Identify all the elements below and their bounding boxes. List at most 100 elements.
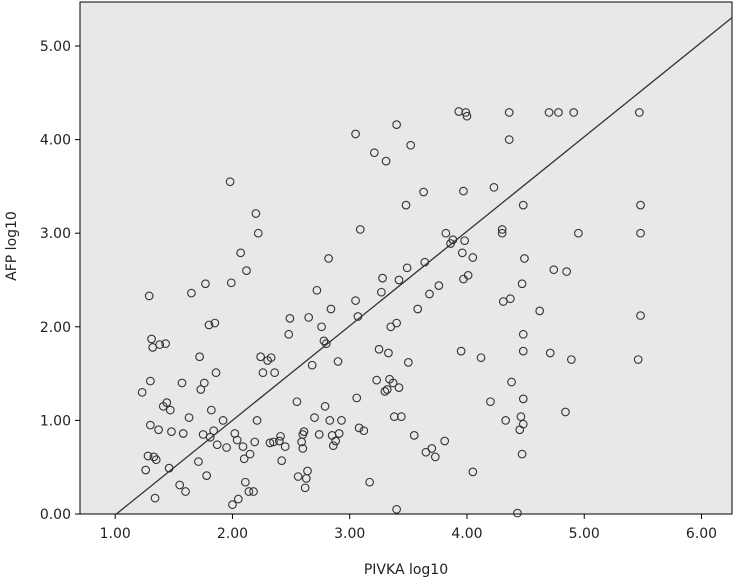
data-point [143,451,153,461]
x-tick-label: 2.00 [217,526,248,542]
data-point [212,440,222,450]
data-point [310,413,319,422]
data-point [196,385,206,394]
data-point [413,304,423,314]
data-point [365,477,374,487]
data-point [486,397,495,407]
data-point [507,377,516,387]
data-point [292,397,302,407]
data-point [434,281,444,290]
fit-line [115,17,733,515]
data-point [162,398,172,407]
data-point [351,129,360,139]
data-point [233,494,243,504]
data-point [204,320,214,330]
data-point [544,108,554,117]
data-point [284,329,294,339]
data-point [394,383,404,392]
data-point [146,376,155,386]
data-point [419,187,428,197]
data-point [549,265,559,275]
plot-area [79,1,733,515]
data-point [636,200,645,210]
data-point [506,294,515,304]
data-point [463,270,473,280]
data-point [178,429,188,438]
data-point [304,313,314,322]
data-point [277,456,287,465]
data-point [150,493,160,503]
data-point [354,423,364,433]
data-point [337,416,346,425]
data-point [206,405,216,415]
data-point [517,279,527,289]
data-point [202,471,211,480]
data-point [320,402,330,411]
data-point [321,339,331,348]
data-point [518,419,528,429]
data-point [501,416,511,425]
data-point [489,182,499,192]
data-point [251,209,261,218]
data-point [218,416,228,425]
data-point [513,508,522,518]
data-point [270,368,280,378]
y-tick-label: 1.00 [40,413,71,429]
data-point [154,425,163,435]
data-point [181,487,190,496]
data-point [460,236,469,246]
data-point [392,504,401,514]
data-point [324,254,333,263]
data-point [161,339,170,348]
data-point [517,449,527,459]
data-point [314,430,324,439]
data-point [334,429,344,438]
data-point [300,483,310,493]
data-point [303,466,312,476]
data-point [245,449,255,459]
data-point [459,186,468,196]
data-point [388,378,398,388]
data-point [372,375,382,385]
data-point [535,306,545,316]
data-point [146,420,155,430]
y-tick-label: 0.00 [40,507,71,523]
data-point [269,437,278,447]
data-point [427,444,437,453]
data-point [468,467,478,477]
data-point [389,412,399,422]
x-tick-label: 4.00 [451,526,482,542]
x-tick-label: 6.00 [686,526,717,542]
data-point [199,378,209,388]
data-point [333,357,343,366]
data-point [392,120,401,129]
data-point [574,228,583,238]
data-point [222,443,231,452]
data-point [352,393,362,403]
data-point [293,472,303,481]
data-point [249,487,258,496]
data-point [441,228,451,238]
data-point [476,353,486,363]
data-point [317,322,326,332]
data-point [265,438,275,448]
y-tick-label: 3.00 [40,226,71,242]
data-point [225,177,235,187]
data-point [226,278,236,288]
data-point [195,352,204,362]
data-point [468,253,478,262]
data-point [566,355,576,364]
data-point [325,416,335,425]
data-point [141,465,151,475]
data-point [280,442,290,451]
data-point [209,426,219,436]
data-point [319,336,329,346]
data-point [518,200,528,210]
data-point [239,454,249,464]
data-point [312,285,322,295]
y-tick-label: 2.00 [40,320,71,336]
x-tick-label: 1.00 [100,526,131,542]
data-point [406,140,416,150]
data-point [369,148,379,158]
